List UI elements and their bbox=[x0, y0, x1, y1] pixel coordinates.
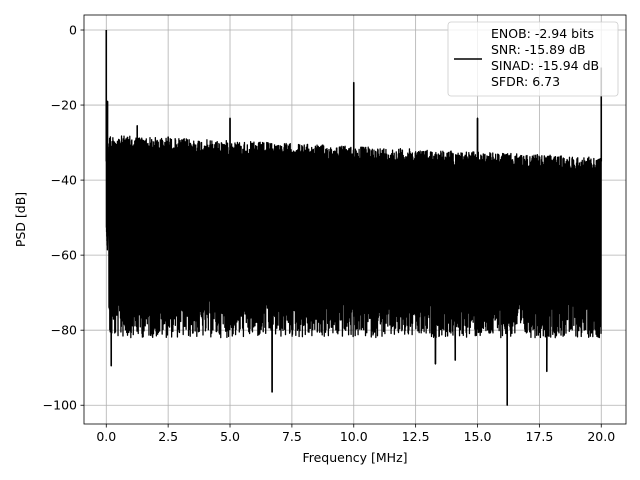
legend-entry-snr: SNR: -15.89 dB bbox=[491, 42, 586, 57]
x-tick-label: 15.0 bbox=[464, 429, 492, 444]
y-tick-label: 0 bbox=[69, 23, 77, 38]
psd-line bbox=[105, 30, 602, 406]
x-tick-label: 10.0 bbox=[340, 429, 368, 444]
y-tick-label: −100 bbox=[43, 398, 77, 413]
x-tick-label: 0.0 bbox=[96, 429, 116, 444]
x-tick-label: 5.0 bbox=[220, 429, 240, 444]
x-tick-label: 20.0 bbox=[587, 429, 615, 444]
legend-entry-enob: ENOB: -2.94 bits bbox=[491, 26, 594, 41]
legend: ENOB: -2.94 bits SNR: -15.89 dB SINAD: -… bbox=[447, 21, 619, 97]
y-tick-label: −40 bbox=[51, 173, 77, 188]
x-axis-label: Frequency [MHz] bbox=[302, 450, 407, 465]
y-tick-label: −60 bbox=[51, 248, 77, 263]
legend-box bbox=[447, 21, 619, 97]
y-tick-label: −20 bbox=[51, 98, 77, 113]
x-tick-label: 17.5 bbox=[525, 429, 553, 444]
axis-ticks: 0.0 2.5 5.0 7.5 10.0 12.5 15.0 17.5 20.0 0 −20 −40 −… bbox=[43, 23, 616, 444]
x-tick-label: 7.5 bbox=[282, 429, 302, 444]
legend-entry-sfdr: SFDR: 6.73 bbox=[491, 74, 560, 89]
y-axis-label: PSD [dB] bbox=[13, 192, 28, 247]
plot-frame bbox=[83, 14, 627, 425]
y-tick-label: −80 bbox=[51, 323, 77, 338]
x-tick-label: 12.5 bbox=[402, 429, 430, 444]
legend-entry-sinad: SINAD: -15.94 dB bbox=[491, 58, 599, 73]
x-tick-label: 2.5 bbox=[158, 429, 178, 444]
